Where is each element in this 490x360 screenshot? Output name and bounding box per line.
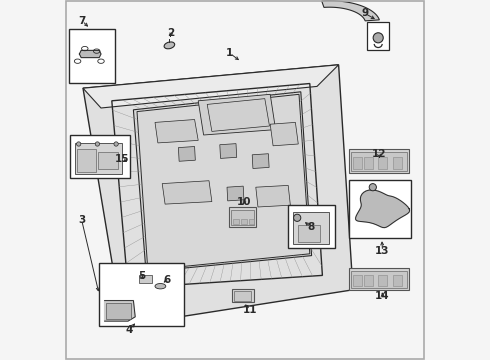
Bar: [76, 149, 97, 172]
Text: 3: 3: [78, 215, 85, 225]
Bar: [392, 275, 402, 286]
Text: 13: 13: [375, 246, 390, 256]
Polygon shape: [227, 186, 244, 201]
Bar: [139, 275, 152, 283]
Polygon shape: [79, 50, 101, 58]
Polygon shape: [162, 181, 212, 204]
Polygon shape: [198, 94, 275, 135]
Text: 9: 9: [361, 8, 368, 18]
Circle shape: [369, 184, 376, 191]
Bar: [349, 268, 409, 290]
Bar: [288, 205, 335, 248]
Polygon shape: [133, 92, 312, 272]
Bar: [351, 271, 407, 288]
Bar: [75, 143, 122, 174]
Text: 6: 6: [163, 275, 170, 285]
Bar: [368, 22, 389, 50]
Bar: [392, 157, 402, 169]
Polygon shape: [256, 185, 291, 207]
Text: 12: 12: [372, 149, 386, 159]
Bar: [353, 157, 362, 169]
Bar: [71, 135, 130, 178]
Bar: [349, 149, 409, 173]
Bar: [234, 291, 251, 301]
Text: 2: 2: [168, 28, 175, 39]
Text: 4: 4: [125, 325, 133, 336]
Bar: [232, 289, 254, 302]
Text: 11: 11: [243, 305, 258, 315]
Bar: [378, 275, 387, 286]
Polygon shape: [155, 120, 198, 143]
Bar: [69, 29, 116, 83]
Polygon shape: [83, 65, 339, 108]
Ellipse shape: [155, 284, 166, 289]
Polygon shape: [104, 301, 135, 321]
Bar: [229, 207, 256, 227]
Circle shape: [114, 142, 118, 146]
Bar: [378, 157, 387, 169]
Bar: [98, 152, 118, 169]
Bar: [364, 157, 373, 169]
Bar: [231, 210, 254, 225]
Ellipse shape: [164, 42, 174, 49]
Polygon shape: [252, 154, 269, 168]
Bar: [99, 263, 184, 326]
Polygon shape: [178, 147, 196, 161]
Circle shape: [294, 214, 301, 221]
Polygon shape: [83, 65, 353, 326]
Polygon shape: [220, 144, 237, 158]
Text: 5: 5: [138, 271, 146, 282]
Text: 15: 15: [115, 154, 129, 164]
Text: 1: 1: [226, 48, 234, 58]
Text: 14: 14: [375, 291, 390, 301]
Bar: [106, 303, 131, 319]
Bar: [351, 152, 407, 171]
Bar: [364, 275, 373, 286]
Circle shape: [95, 142, 99, 146]
Bar: [353, 275, 362, 286]
Text: 7: 7: [78, 16, 86, 26]
Circle shape: [76, 142, 81, 146]
Text: 8: 8: [307, 222, 315, 232]
Bar: [298, 225, 320, 242]
Polygon shape: [356, 190, 410, 228]
Circle shape: [373, 33, 383, 43]
Text: 10: 10: [237, 197, 251, 207]
Polygon shape: [322, 1, 379, 21]
Bar: [233, 219, 239, 224]
Bar: [242, 219, 247, 224]
Bar: [248, 219, 254, 224]
Bar: [349, 180, 411, 238]
Bar: [293, 212, 329, 244]
Polygon shape: [270, 122, 298, 146]
